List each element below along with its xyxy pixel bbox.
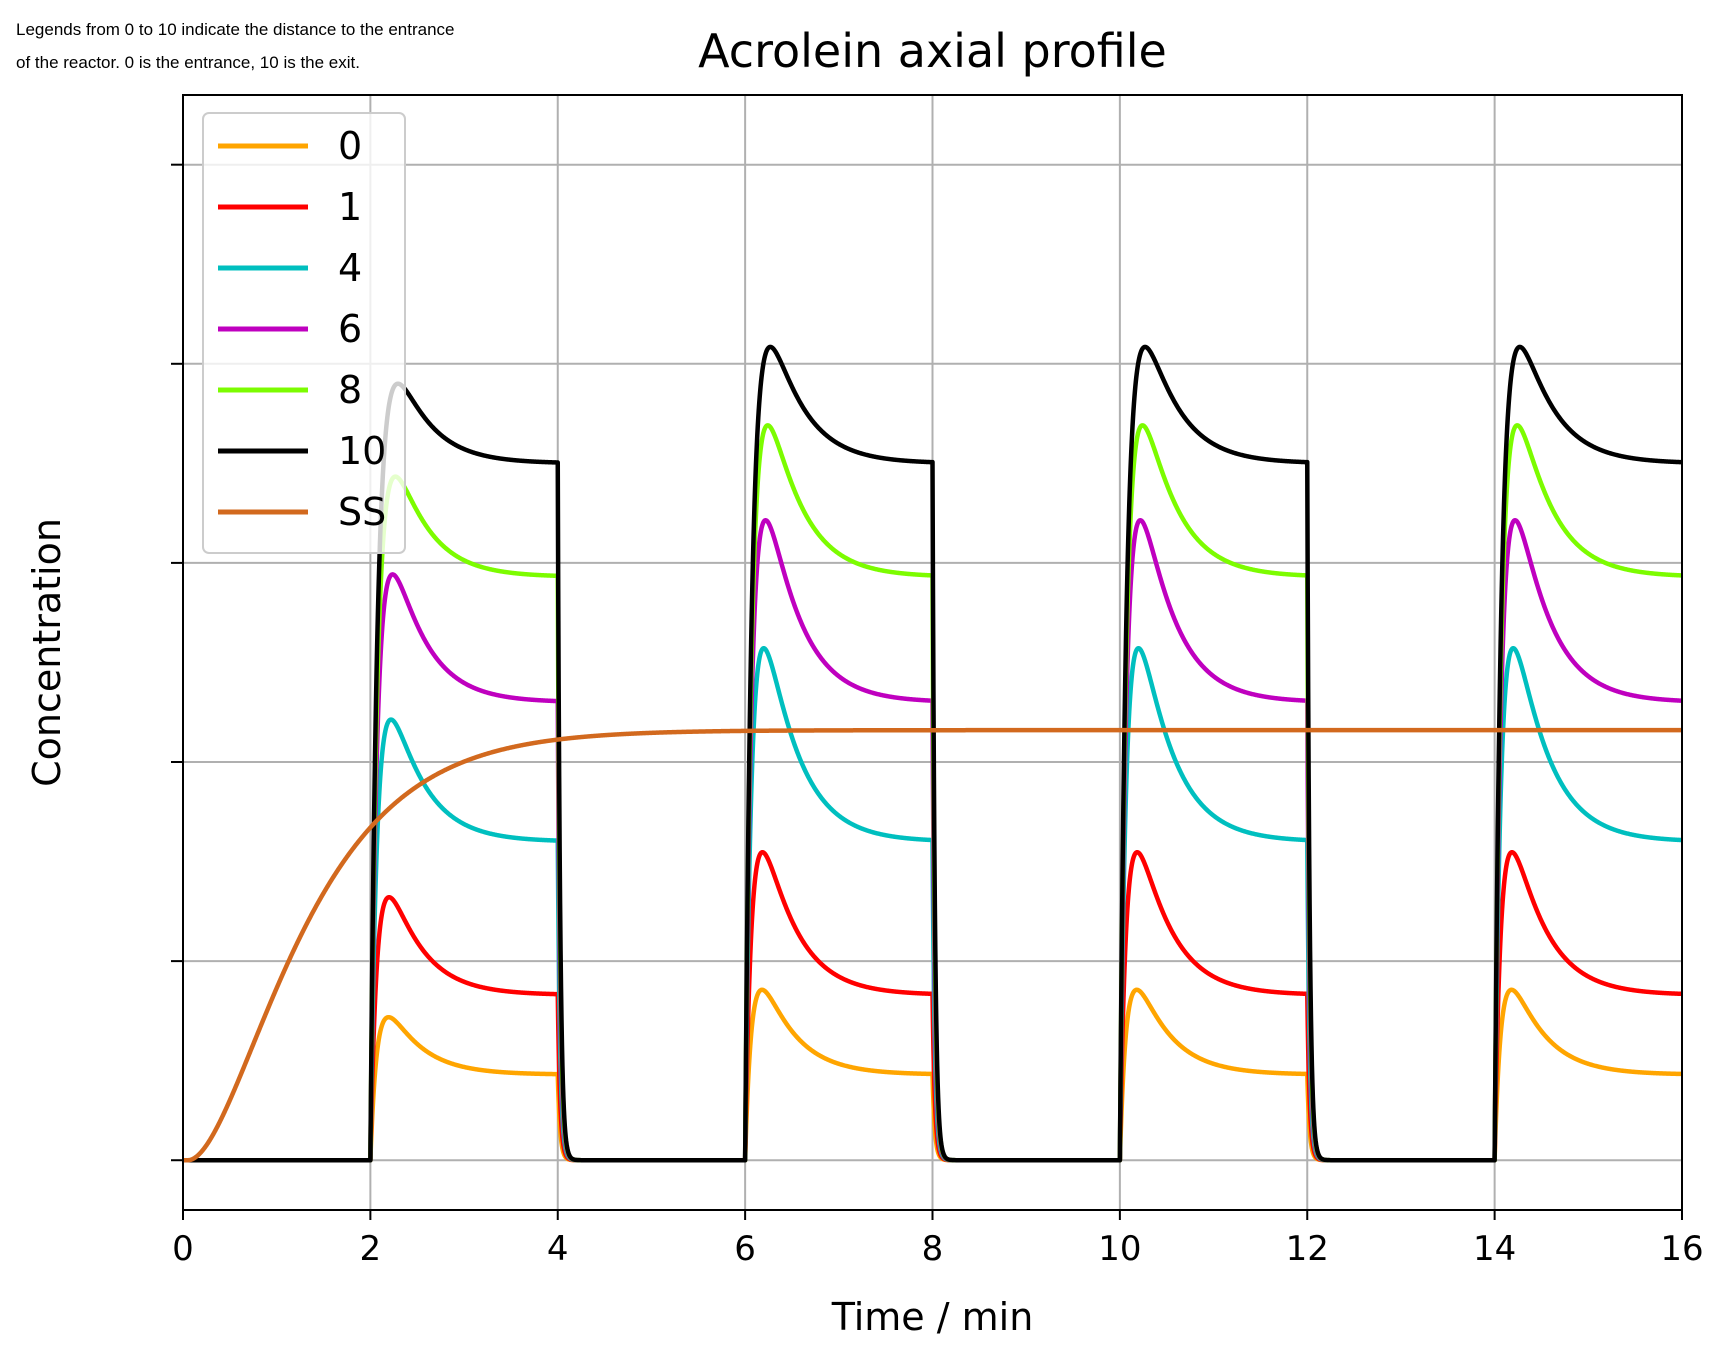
x-tick-label: 14 xyxy=(1473,1229,1516,1269)
legend: 0 1 4 6 8 10 SS xyxy=(202,112,406,554)
x-tick-label: 2 xyxy=(360,1229,382,1269)
legend-label-1: 1 xyxy=(338,185,362,229)
x-tick-label: 4 xyxy=(547,1229,569,1269)
legend-label-10: 10 xyxy=(338,429,386,473)
x-axis-label: Time / min xyxy=(831,1295,1034,1339)
legend-label-6: 6 xyxy=(338,307,362,351)
series-line-10 xyxy=(181,344,1684,1163)
series-line-SS xyxy=(181,727,1684,1163)
chart-title: Acrolein axial profile xyxy=(698,24,1167,78)
annotation-line-2: of the reactor. 0 is the entrance, 10 is… xyxy=(16,53,360,72)
legend-label-4: 4 xyxy=(338,246,362,290)
legend-box xyxy=(202,112,406,554)
x-tick-label: 6 xyxy=(734,1229,756,1269)
x-tick-label: 10 xyxy=(1098,1229,1141,1269)
legend-label-SS: SS xyxy=(338,490,386,534)
x-tick-label: 12 xyxy=(1286,1229,1329,1269)
y-axis-label: Concentration xyxy=(25,518,69,787)
ticks: 0 2 4 6 8 10 12 14 16 xyxy=(171,163,1704,1269)
x-tick-label: 0 xyxy=(172,1229,194,1269)
legend-label-0: 0 xyxy=(338,124,362,168)
x-tick-label: 8 xyxy=(922,1229,944,1269)
series-layer xyxy=(181,344,1684,1163)
annotation-line-1: Legends from 0 to 10 indicate the distan… xyxy=(16,20,455,39)
x-tick-label: 16 xyxy=(1660,1229,1703,1269)
legend-label-8: 8 xyxy=(338,368,362,412)
